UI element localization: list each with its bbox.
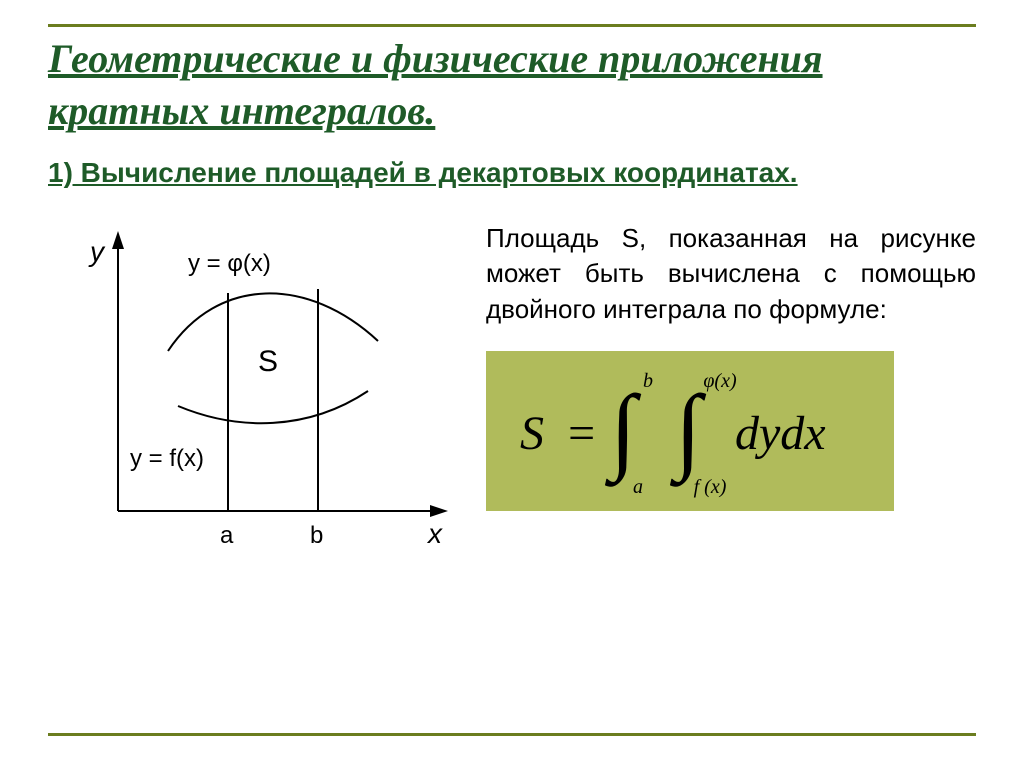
upper-curve-label: y = φ(x) <box>188 250 271 277</box>
outer-integral-sign: ∫ <box>604 375 642 487</box>
b-label: b <box>310 522 323 549</box>
formula-equals: = <box>565 407 597 460</box>
formula: S = ∫ b a ∫ φ(x) f (x) dydx <box>510 361 870 501</box>
description-paragraph: Площадь S, показанная на рисунке может б… <box>486 221 976 326</box>
x-axis-label: x <box>426 518 443 549</box>
slide-title: Геометрические и физические приложения к… <box>48 33 976 137</box>
top-rule <box>48 24 976 27</box>
area-diagram: y x y = φ(x) y = f(x) S a b <box>48 221 458 561</box>
y-arrowhead <box>112 231 124 249</box>
y-axis-label: y <box>88 236 106 267</box>
slide-subtitle: 1) Вычисление площадей в декартовых коор… <box>48 155 976 191</box>
text-column: Площадь S, показанная на рисунке может б… <box>486 221 976 515</box>
diagram-column: y x y = φ(x) y = f(x) S a b <box>48 221 458 561</box>
inner-integral-sign: ∫ <box>669 375 707 487</box>
inner-lower: f (x) <box>694 476 727 498</box>
formula-lhs: S <box>520 407 544 460</box>
bottom-rule <box>48 733 976 736</box>
slide: Геометрические и физические приложения к… <box>0 0 1024 768</box>
formula-box: S = ∫ b a ∫ φ(x) f (x) dydx <box>486 351 894 511</box>
outer-lower: a <box>633 476 643 498</box>
x-arrowhead <box>430 505 448 517</box>
lower-curve-label: y = f(x) <box>130 445 204 472</box>
integrand: dydx <box>735 407 826 460</box>
inner-upper: φ(x) <box>703 370 737 392</box>
a-label: a <box>220 522 234 549</box>
upper-curve <box>168 294 378 352</box>
region-label: S <box>258 345 278 378</box>
outer-upper: b <box>643 370 653 392</box>
lower-curve <box>178 391 368 423</box>
content-row: y x y = φ(x) y = f(x) S a b Площадь S, п… <box>48 221 976 561</box>
